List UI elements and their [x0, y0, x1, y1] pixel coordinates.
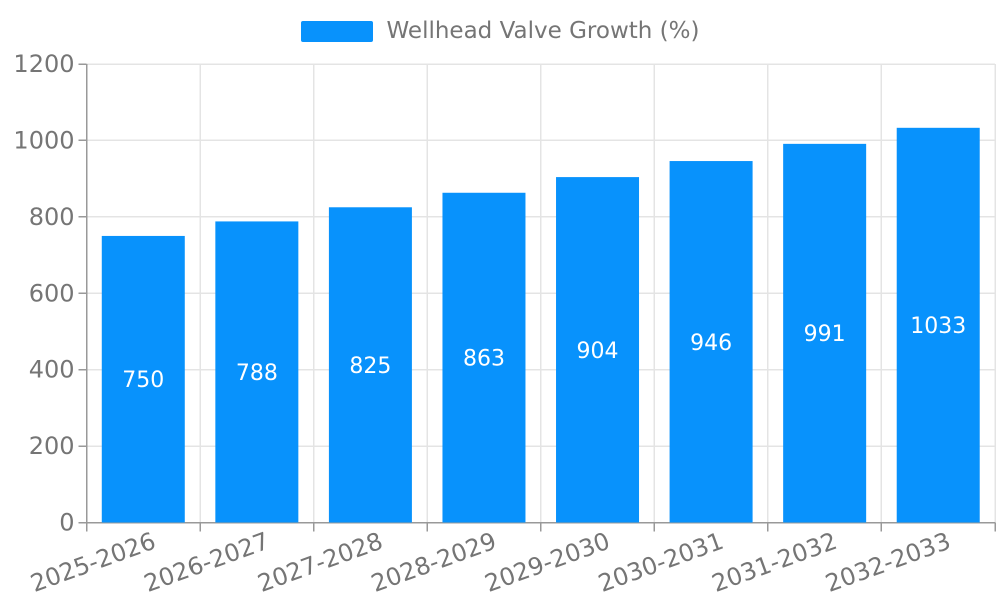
bar-value-label: 750	[122, 368, 164, 393]
bar[interactable]	[215, 221, 299, 523]
bar-value-label: 946	[690, 331, 732, 356]
bar[interactable]	[328, 207, 412, 523]
y-axis-tick-label: 200	[29, 432, 75, 460]
bar-value-label: 863	[463, 347, 505, 372]
legend-label: Wellhead Valve Growth (%)	[386, 18, 700, 44]
bar-value-label: 825	[349, 354, 391, 379]
bar-value-label: 788	[236, 361, 278, 386]
bar[interactable]	[101, 235, 185, 523]
x-axis-tick-label: 2027-2028	[254, 527, 387, 598]
bar[interactable]	[442, 192, 526, 523]
legend-swatch	[300, 20, 373, 42]
bar[interactable]	[896, 127, 980, 523]
y-axis-tick-label: 1000	[13, 126, 74, 154]
bar[interactable]	[783, 143, 867, 523]
bar[interactable]	[669, 161, 753, 523]
x-axis-tick-label: 2028-2029	[368, 527, 501, 598]
y-axis-tick-label: 800	[29, 203, 75, 231]
y-axis-tick-label: 0	[59, 509, 74, 537]
bar-value-label: 1033	[910, 314, 966, 339]
x-axis-tick-label: 2030-2031	[595, 527, 728, 598]
bar[interactable]	[556, 177, 640, 523]
bar-value-label: 904	[577, 339, 619, 364]
x-axis-tick-label: 2026-2027	[140, 527, 273, 598]
legend-item[interactable]: Wellhead Valve Growth (%)	[0, 18, 1000, 44]
bar-value-label: 991	[804, 322, 846, 347]
y-axis-tick-label: 400	[29, 356, 75, 384]
y-axis-tick-label: 600	[29, 279, 75, 307]
x-axis-tick-label: 2032-2033	[822, 527, 955, 598]
y-axis-tick-label: 1200	[13, 50, 74, 78]
x-axis-tick-label: 2025-2026	[27, 527, 160, 598]
x-axis-tick-label: 2029-2030	[481, 527, 614, 598]
x-axis-tick-label: 2031-2032	[708, 527, 841, 598]
